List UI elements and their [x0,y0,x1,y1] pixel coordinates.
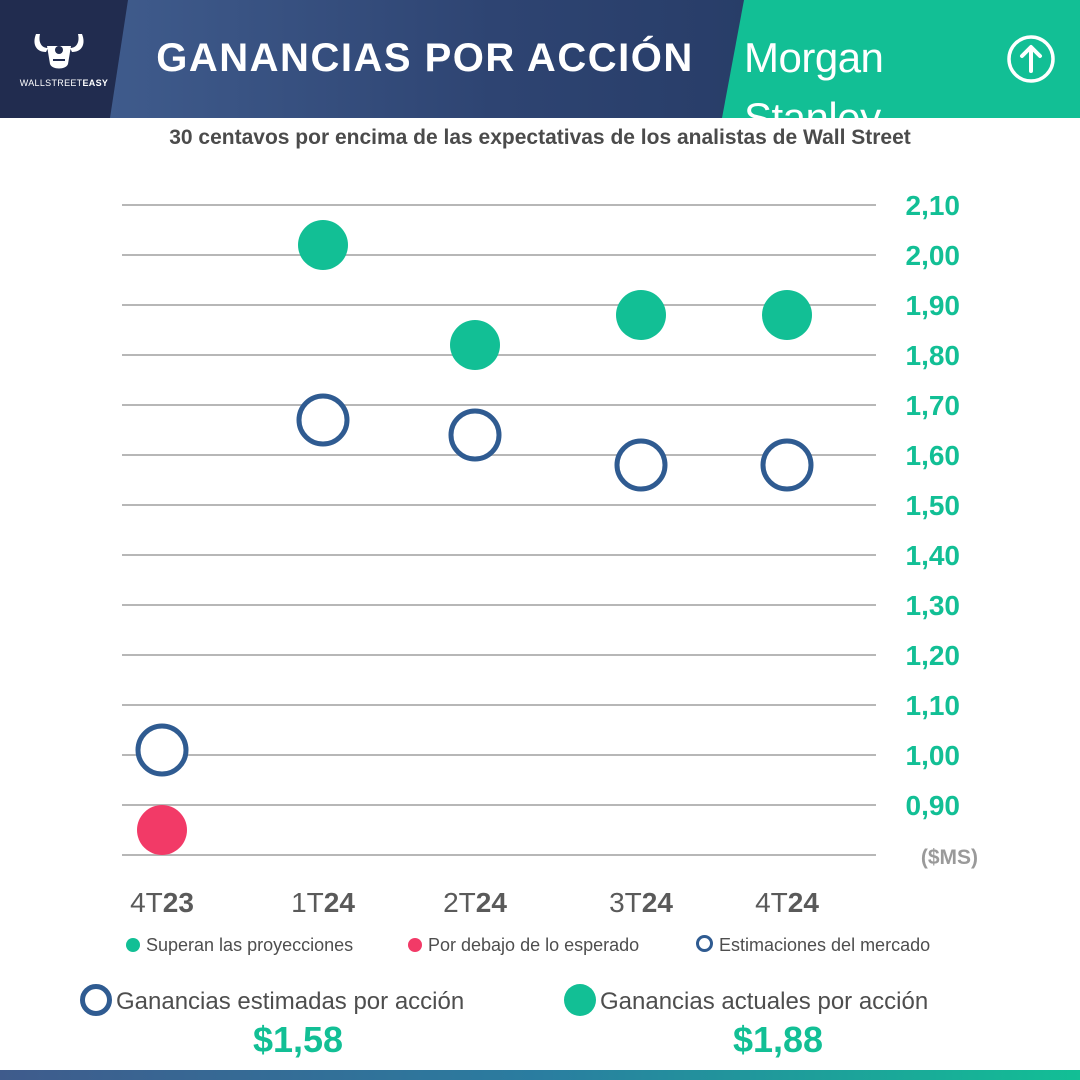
legend-label-miss: Por debajo de lo esperado [428,935,640,955]
green-dot-icon [564,984,596,1016]
estimate-point [448,408,502,462]
y-tick-label: 1,40 [906,540,961,571]
actual-point [616,290,666,340]
y-tick-label: 1,20 [906,640,961,671]
bull-logo-icon [34,34,84,69]
y-tick-label: 1,90 [906,290,961,321]
y-tick-label: 1,60 [906,440,961,471]
estimate-point [296,393,350,447]
estimated-eps-value: $1,58 [252,1019,344,1060]
legend-item-estimate: Estimaciones del mercado [696,930,930,960]
actual-eps-value: $1,88 [732,1019,824,1060]
green-dot-icon [126,938,140,952]
legend-item-beat: Superan las proyecciones [126,930,353,960]
actual-point [137,805,187,855]
y-tick-label: 2,10 [906,190,961,221]
hollow-circle-icon [696,935,713,952]
header: WALLSTREETEASY GANANCIAS POR ACCIÓN Morg… [0,0,1080,141]
y-tick-label: 2,00 [906,240,961,271]
bottom-bar [0,1070,1080,1080]
logo-text-bold: EASY [82,78,109,88]
estimated-eps-label-text: Ganancias estimadas por acción [116,988,465,1015]
y-tick-label: 1,30 [906,590,961,621]
x-tick-label: 4T24 [755,887,819,918]
x-tick-label: 3T24 [609,887,673,918]
estimate-point [614,438,668,492]
legend-item-miss: Por debajo de lo esperado [408,930,639,960]
actual-eps-label-text: Ganancias actuales por acción [600,988,929,1015]
y-tick-label: 1,00 [906,740,961,771]
y-tick-label: 1,70 [906,390,961,421]
actual-point [298,220,348,270]
estimate-point [135,723,189,777]
legend: Superan las proyecciones Por debajo de l… [0,930,1080,960]
y-tick-label: 1,80 [906,340,961,371]
chart-subtitle: 30 centavos por encima de las expectativ… [169,126,911,149]
estimated-eps-label: Ganancias estimadas por acción [80,984,464,1024]
x-tick-label: 1T24 [291,887,355,918]
title-block [110,0,750,118]
actual-eps-label: Ganancias actuales por acción [564,984,928,1024]
y-tick-label: 1,50 [906,490,961,521]
y-unit-label: ($MS) [921,846,978,869]
estimate-point [760,438,814,492]
y-tick-label: 0,90 [906,790,961,821]
hollow-circle-icon [80,984,112,1016]
logo-text: WALLSTREETEASY [6,78,122,88]
x-tick-label: 2T24 [443,887,507,918]
actual-point [762,290,812,340]
brand-name: Morgan Stanley [744,34,884,141]
logo-text-regular: WALLSTREET [19,78,83,88]
up-arrow-circle-icon [1007,35,1055,83]
y-tick-label: 1,10 [906,690,961,721]
red-dot-icon [408,938,422,952]
brand-block [722,0,1080,118]
legend-label-beat: Superan las proyecciones [146,935,354,955]
page-title: GANANCIAS POR ACCIÓN [156,36,694,80]
x-tick-label: 4T23 [130,887,194,918]
actual-point [450,320,500,370]
legend-label-estimate: Estimaciones del mercado [719,935,931,955]
